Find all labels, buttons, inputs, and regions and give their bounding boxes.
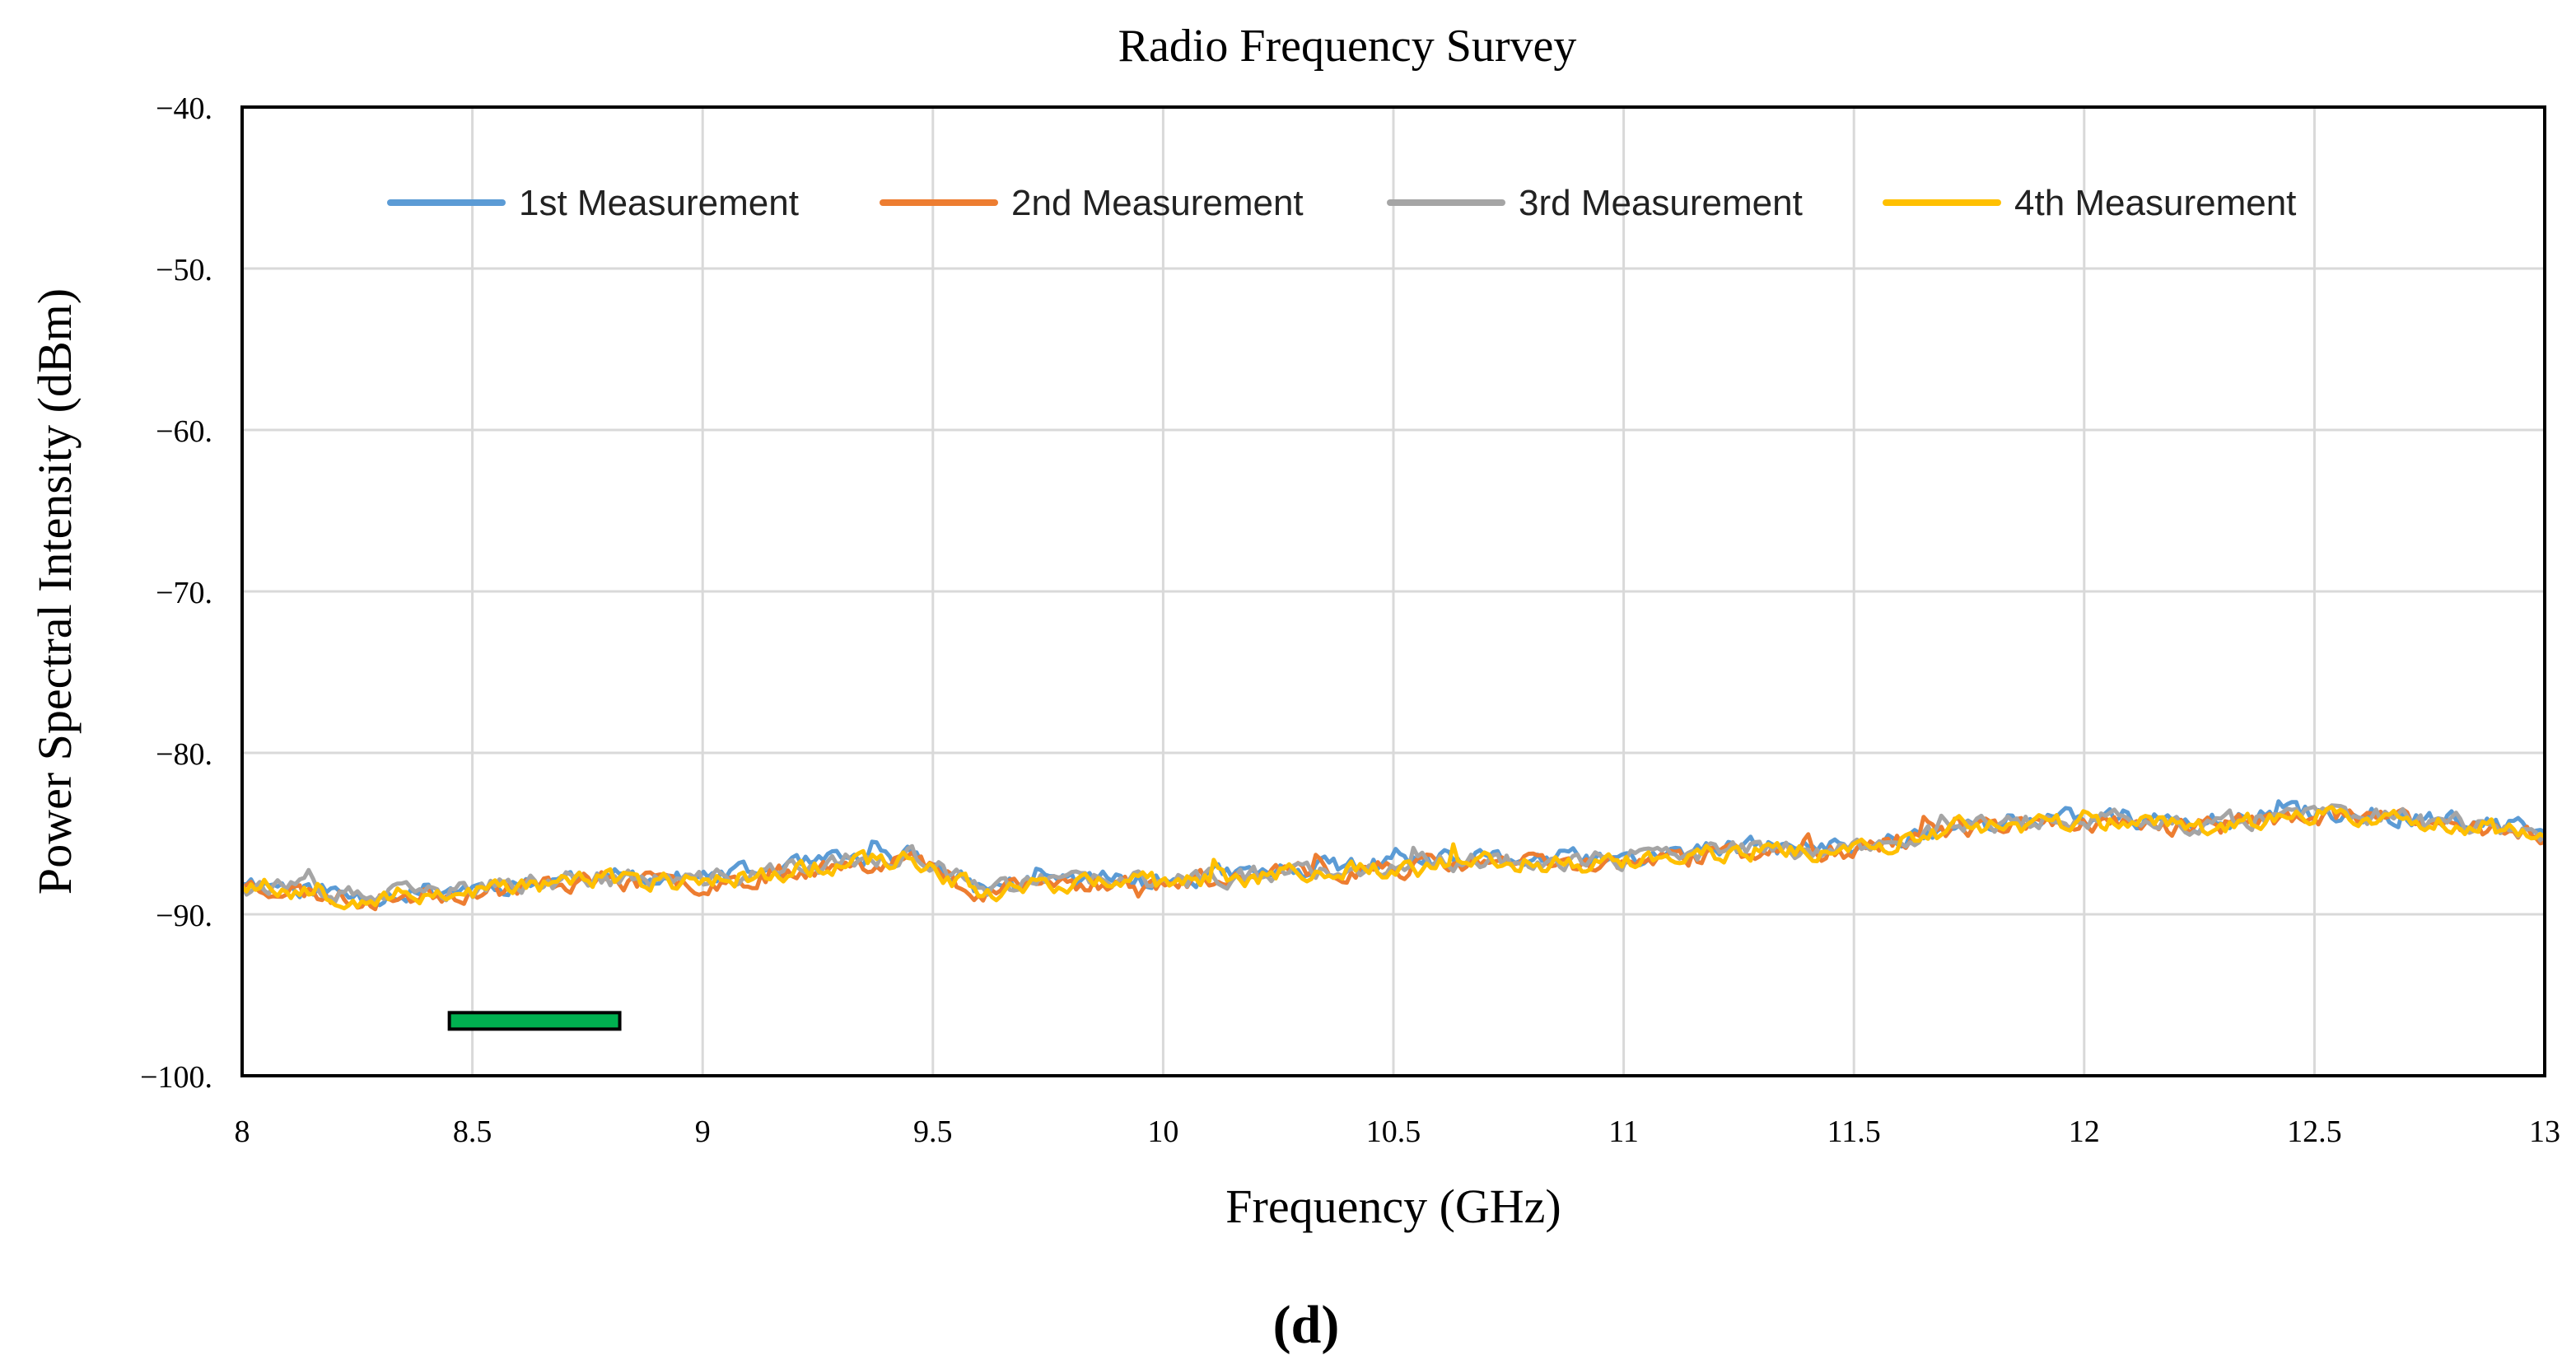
x-tick-label: 11.5 bbox=[1827, 1114, 1881, 1149]
x-axis-label: Frequency (GHz) bbox=[1225, 1180, 1561, 1233]
series-line bbox=[240, 805, 2546, 911]
legend-label: 2nd Measurement bbox=[1011, 183, 1304, 223]
chart-title: Radio Frequency Survey bbox=[1118, 21, 1577, 72]
x-tick-label: 8 bbox=[235, 1114, 250, 1149]
legend-label: 1st Measurement bbox=[519, 183, 799, 223]
y-tick-label: −100. bbox=[140, 1060, 212, 1095]
y-tick-label: −50. bbox=[156, 253, 212, 287]
x-tick-label: 12 bbox=[2069, 1114, 2100, 1149]
x-tick-label: 11 bbox=[1608, 1114, 1639, 1149]
y-tick-label: −80. bbox=[156, 737, 212, 772]
grid bbox=[240, 105, 2546, 1077]
legend-label: 3rd Measurement bbox=[1519, 183, 1803, 223]
x-tick-label: 13 bbox=[2529, 1114, 2560, 1149]
legend: 1st Measurement 2nd Measurement 3rd Measur… bbox=[387, 183, 2296, 223]
y-tick-label: −60. bbox=[156, 414, 212, 449]
y-axis-label: Power Spectral Intensity (dBm) bbox=[28, 288, 82, 895]
x-tick-label: 10 bbox=[1147, 1114, 1178, 1149]
x-tick-label: 9 bbox=[695, 1114, 711, 1149]
y-tick-labels: −40. −50. −60. −70. −80. −90. −100. bbox=[140, 91, 212, 1095]
y-tick-label: −90. bbox=[156, 899, 212, 933]
y-tick-label: −70. bbox=[156, 576, 212, 610]
y-tick-label: −40. bbox=[156, 91, 212, 126]
plot-frame bbox=[240, 105, 2546, 1077]
x-tick-labels: 8 8.5 9 9.5 10 10.5 11 11.5 12 12.5 13 bbox=[235, 1114, 2561, 1149]
series-layer bbox=[240, 799, 2546, 912]
x-tick-label: 10.5 bbox=[1366, 1114, 1421, 1149]
legend-label: 4th Measurement bbox=[2014, 183, 2296, 223]
x-tick-label: 8.5 bbox=[453, 1114, 492, 1149]
x-tick-label: 9.5 bbox=[913, 1114, 953, 1149]
x-tick-label: 12.5 bbox=[2287, 1114, 2342, 1149]
figure-caption: (d) bbox=[1273, 1295, 1340, 1355]
band-marker bbox=[447, 1011, 622, 1031]
